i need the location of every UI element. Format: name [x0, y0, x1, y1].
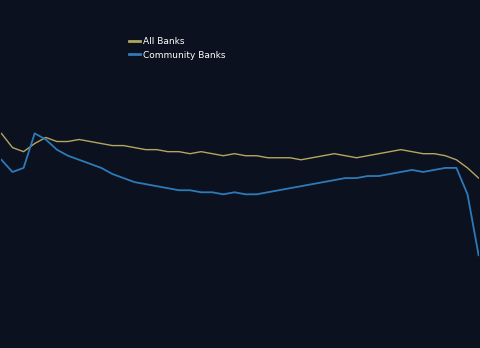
Legend: All Banks, Community Banks: All Banks, Community Banks	[125, 33, 229, 63]
